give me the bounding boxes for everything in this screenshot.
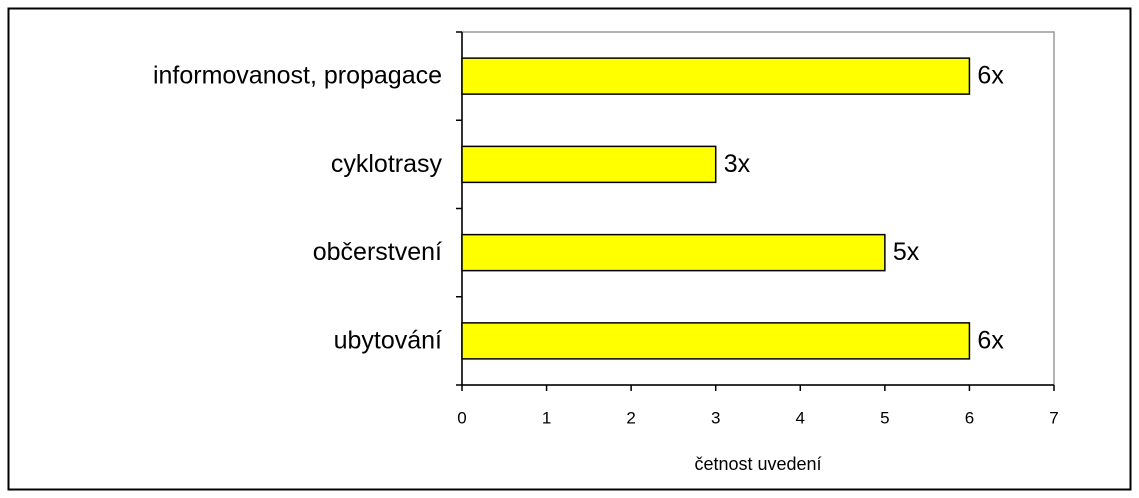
bar	[461, 145, 717, 184]
y-tick-label: informovanost, propagace	[153, 62, 442, 90]
x-tick-label: 7	[1049, 408, 1058, 427]
bar	[461, 233, 886, 272]
value-label: 6x	[977, 326, 1004, 354]
y-tick-label: cyklotrasy	[331, 150, 443, 178]
x-tick-label: 3	[711, 408, 720, 427]
value-label: 5x	[893, 238, 920, 266]
value-label: 6x	[977, 62, 1004, 90]
value-label: 3x	[724, 150, 751, 178]
x-tick-label: 5	[880, 408, 889, 427]
bar	[461, 57, 971, 95]
x-tick-label: 1	[542, 408, 551, 427]
y-tick-label: ubytování	[334, 326, 442, 354]
bar	[461, 322, 971, 360]
x-axis-title: četnost uvedení	[694, 454, 821, 474]
x-tick-label: 2	[626, 408, 635, 427]
y-tick-label: občerstvení	[313, 238, 442, 266]
x-tick-label: 6	[965, 408, 974, 427]
x-tick-label: 0	[457, 408, 466, 427]
x-tick-label: 4	[796, 408, 805, 427]
